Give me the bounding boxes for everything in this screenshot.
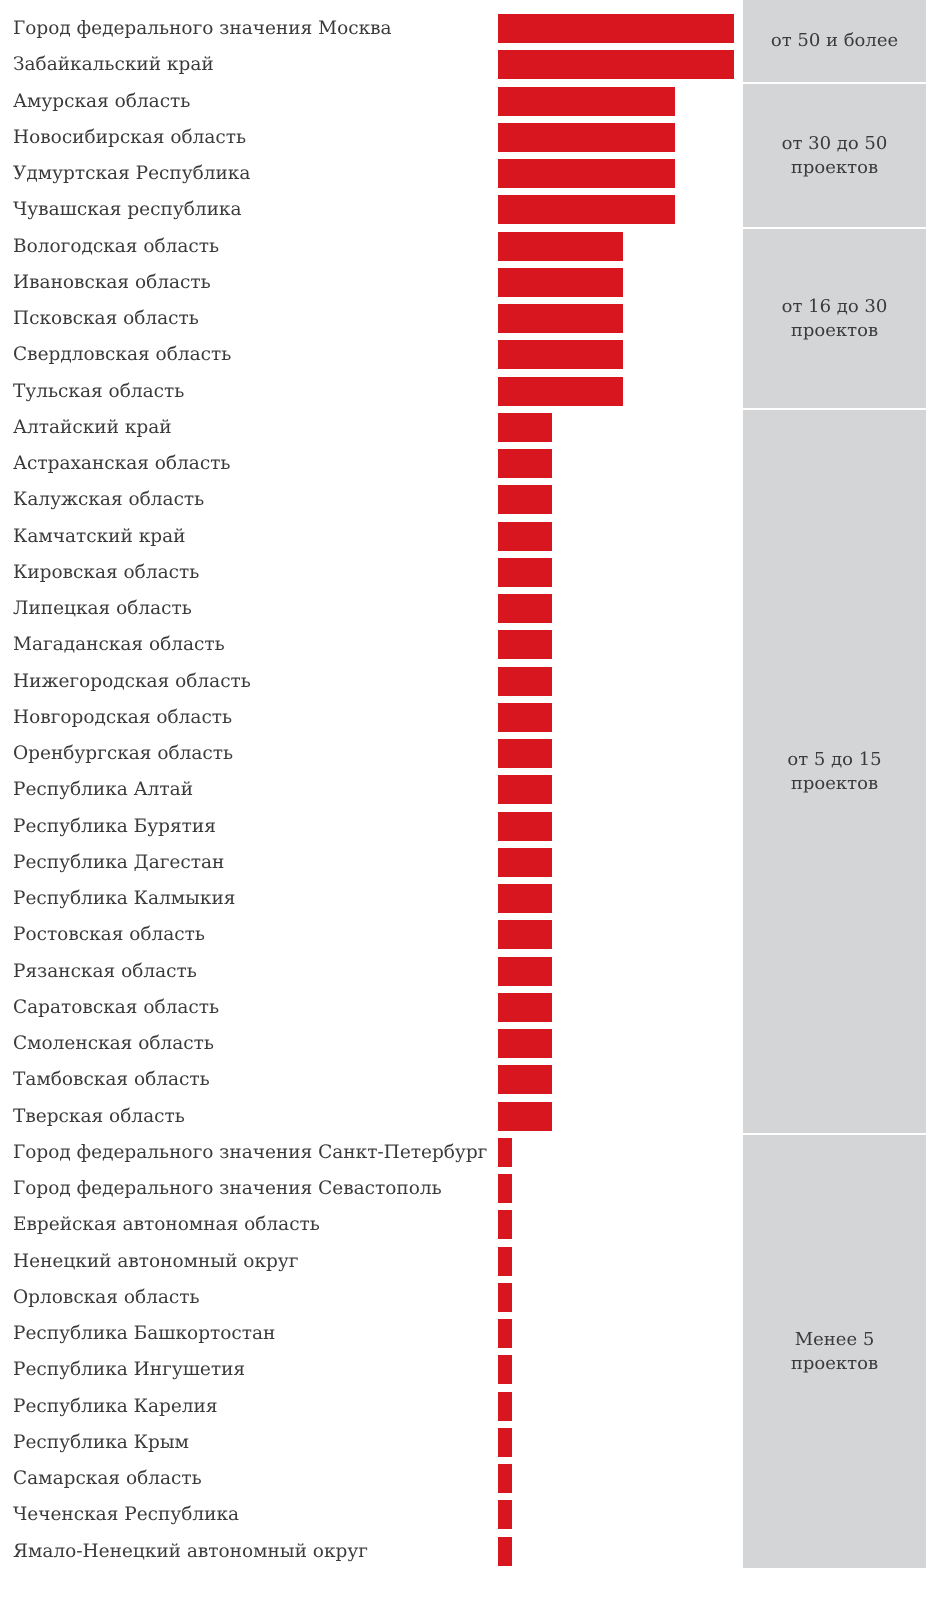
bar xyxy=(498,195,675,224)
bar xyxy=(498,667,552,696)
category-label: Алтайский край xyxy=(13,417,172,438)
bar xyxy=(498,812,552,841)
group-band-label: от 16 до 30 проектов xyxy=(781,295,888,341)
group-band-label: от 30 до 50 проектов xyxy=(781,132,888,178)
bar xyxy=(498,1029,552,1058)
category-label: Свердловская область xyxy=(13,344,232,365)
bar xyxy=(498,594,552,623)
category-label: Самарская область xyxy=(13,1468,202,1489)
group-band: от 16 до 30 проектов xyxy=(743,229,926,408)
category-label: Новгородская область xyxy=(13,707,233,728)
category-label: Республика Дагестан xyxy=(13,852,225,873)
bar xyxy=(498,957,552,986)
bar xyxy=(498,413,552,442)
category-label: Республика Бурятия xyxy=(13,816,216,837)
group-band: от 50 и более xyxy=(743,0,926,82)
bar xyxy=(498,1355,512,1384)
bar xyxy=(498,775,552,804)
category-label: Амурская область xyxy=(13,91,191,112)
category-label: Камчатский край xyxy=(13,526,186,547)
bar xyxy=(498,1537,512,1566)
category-label: Забайкальский край xyxy=(13,54,214,75)
category-label: Новосибирская область xyxy=(13,127,247,148)
bar xyxy=(498,1319,512,1348)
category-label: Калужская область xyxy=(13,489,205,510)
category-label: Республика Калмыкия xyxy=(13,888,236,909)
category-label: Рязанская область xyxy=(13,961,197,982)
category-label: Астраханская область xyxy=(13,453,231,474)
bar xyxy=(498,1392,512,1421)
bar xyxy=(498,268,623,297)
group-band-label: от 5 до 15 проектов xyxy=(787,748,882,794)
bar xyxy=(498,522,552,551)
category-label: Республика Крым xyxy=(13,1432,189,1453)
bar xyxy=(498,703,552,732)
category-label: Магаданская область xyxy=(13,634,225,655)
category-label: Ростовская область xyxy=(13,924,205,945)
category-label: Ямало-Ненецкий автономный округ xyxy=(13,1541,368,1562)
bar xyxy=(498,87,675,116)
bar xyxy=(498,848,552,877)
category-label: Тульская область xyxy=(13,381,185,402)
category-label: Кировская область xyxy=(13,562,200,583)
category-label: Оренбургская область xyxy=(13,743,234,764)
bar xyxy=(498,1210,512,1239)
group-band: Менее 5 проектов xyxy=(743,1135,926,1568)
bar xyxy=(498,1065,552,1094)
bar xyxy=(498,1283,512,1312)
category-label: Республика Башкортостан xyxy=(13,1323,276,1344)
category-label: Республика Алтай xyxy=(13,779,194,800)
category-label: Саратовская область xyxy=(13,997,220,1018)
bar xyxy=(498,1500,512,1529)
bar xyxy=(498,304,623,333)
bar xyxy=(498,159,675,188)
bar xyxy=(498,50,734,79)
group-band: от 30 до 50 проектов xyxy=(743,84,926,227)
category-label: Город федерального значения Санкт-Петерб… xyxy=(13,1142,488,1163)
bar xyxy=(498,1138,512,1167)
category-label: Тамбовская область xyxy=(13,1069,210,1090)
bar xyxy=(498,1247,512,1276)
bar xyxy=(498,1428,512,1457)
category-label: Чеченская Республика xyxy=(13,1504,240,1525)
bar xyxy=(498,920,552,949)
bar xyxy=(498,340,623,369)
bar xyxy=(498,1464,512,1493)
group-band: от 5 до 15 проектов xyxy=(743,410,926,1133)
category-label: Удмуртская Республика xyxy=(13,163,251,184)
bar xyxy=(498,232,623,261)
bar xyxy=(498,739,552,768)
category-label: Город федерального значения Москва xyxy=(13,18,392,39)
category-label: Орловская область xyxy=(13,1287,200,1308)
category-label: Еврейская автономная область xyxy=(13,1214,320,1235)
category-label: Нижегородская область xyxy=(13,671,251,692)
category-label: Псковская область xyxy=(13,308,199,329)
bar xyxy=(498,630,552,659)
bar xyxy=(498,558,552,587)
category-label: Чувашская республика xyxy=(13,199,242,220)
bar xyxy=(498,14,734,43)
bar xyxy=(498,1174,512,1203)
bar xyxy=(498,993,552,1022)
category-label: Ивановская область xyxy=(13,272,211,293)
category-label: Липецкая область xyxy=(13,598,192,619)
category-label: Ненецкий автономный округ xyxy=(13,1251,299,1272)
bar xyxy=(498,449,552,478)
category-label: Республика Ингушетия xyxy=(13,1359,246,1380)
bar xyxy=(498,377,623,406)
bar xyxy=(498,884,552,913)
group-band-label: Менее 5 проектов xyxy=(790,1328,879,1374)
category-label: Республика Карелия xyxy=(13,1396,218,1417)
category-label: Вологодская область xyxy=(13,236,220,257)
group-band-label: от 50 и более xyxy=(770,30,899,51)
bar xyxy=(498,123,675,152)
bar xyxy=(498,485,552,514)
category-label: Город федерального значения Севастополь xyxy=(13,1178,442,1199)
category-label: Смоленская область xyxy=(13,1033,214,1054)
category-label: Тверская область xyxy=(13,1106,185,1127)
bar xyxy=(498,1102,552,1131)
